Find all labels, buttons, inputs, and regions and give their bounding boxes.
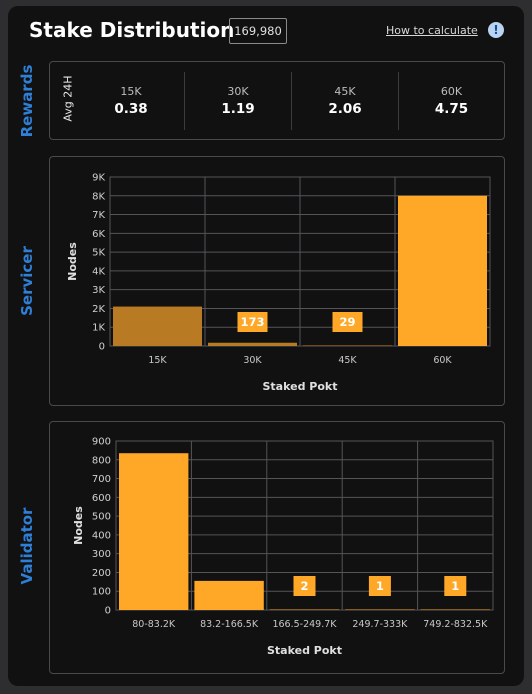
y-tick-label: 0 [99, 342, 105, 353]
y-tick-label: 8K [92, 191, 105, 202]
reward-item: 15K 0.38 [78, 72, 184, 130]
reward-item: 30K 1.19 [184, 72, 291, 130]
reward-tier: 60K [440, 85, 463, 98]
page-title: Stake Distribution [29, 18, 235, 42]
x-axis-title: Staked Pokt [267, 644, 342, 657]
section-label-servicer: Servicer [18, 246, 36, 316]
x-tick-label: 249.7-333K [352, 619, 408, 630]
bar[interactable] [194, 580, 264, 610]
reward-value: 1.19 [221, 101, 255, 117]
reward-value: 4.75 [434, 101, 469, 117]
x-tick-label: 83.2-166.5K [200, 619, 259, 630]
y-tick-label: 600 [92, 493, 111, 504]
servicer-chart: 0 1K 2K 3K 4K 5K 6K 7K 8K 9K 15K 30K 173 45K 29 60K Stak… [66, 173, 491, 393]
x-tick-label: 166.5-249.7K [272, 619, 337, 630]
y-tick-label: 500 [92, 512, 111, 523]
y-tick-label: 900 [92, 437, 111, 448]
y-tick-label: 2K [92, 304, 105, 315]
data-label: 1 [451, 579, 459, 593]
data-label-badge [444, 576, 467, 596]
reward-tier: 15K [120, 85, 142, 98]
x-tick-label: 15K [148, 355, 167, 366]
servicer-chart-panel: 0 1K 2K 3K 4K 5K 6K 7K 8K 9K 15K 30K 173 45K 29 60K Stak… [49, 156, 505, 406]
y-tick-label: 4K [92, 266, 105, 277]
y-tick-label: 200 [92, 568, 111, 579]
y-tick-label: 5K [92, 248, 105, 259]
bar[interactable] [345, 609, 415, 611]
bar[interactable] [119, 453, 189, 610]
x-tick-label: 749.2-832.5K [423, 619, 488, 630]
bar[interactable] [303, 345, 392, 346]
y-tick-label: 400 [92, 530, 111, 541]
reward-tier: 45K [334, 85, 356, 98]
reward-item: 60K 4.75 [398, 72, 504, 130]
stake-distribution-card: Stake Distribution 169,980 How to calcul… [8, 6, 524, 686]
x-tick-label: 45K [338, 355, 357, 366]
x-tick-label: 80-83.2K [132, 619, 176, 630]
bar[interactable] [208, 342, 297, 346]
y-tick-label: 1K [92, 323, 105, 334]
y-tick-label: 700 [92, 474, 111, 485]
reward-tier: 30K [227, 85, 249, 98]
data-label: 1 [376, 579, 384, 593]
validator-chart: 0 100 200 300 400 500 600 700 800 900 80-83.2K 83.2… [72, 437, 494, 657]
section-label-validator: Validator [18, 507, 36, 585]
data-label: 173 [240, 315, 264, 329]
y-tick-label: 6K [92, 229, 105, 240]
y-tick-label: 0 [105, 606, 111, 617]
data-label: 29 [339, 315, 355, 329]
y-axis-title: Nodes [66, 242, 79, 281]
x-tick-label: 30K [243, 355, 262, 366]
bar[interactable] [113, 306, 202, 346]
bar[interactable] [420, 609, 490, 611]
reward-item: 45K 2.06 [291, 72, 398, 130]
y-tick-label: 300 [92, 549, 111, 560]
total-stake-badge: 169,980 [229, 18, 287, 44]
y-tick-label: 9K [92, 173, 105, 184]
info-circle-icon[interactable]: ! [488, 22, 504, 38]
data-label-badge [368, 576, 391, 596]
y-tick-label: 3K [92, 285, 105, 296]
bar[interactable] [398, 195, 487, 346]
bar[interactable] [269, 609, 340, 611]
section-label-rewards: Rewards [18, 64, 36, 138]
data-label-badge [332, 312, 363, 332]
data-label-badge [293, 576, 316, 596]
avg-24h-label: Avg 24H [61, 75, 75, 122]
data-label-badge [237, 312, 268, 332]
how-to-calculate-link[interactable]: How to calculate [386, 24, 478, 37]
y-axis-title: Nodes [72, 506, 85, 545]
validator-chart-panel: 0 100 200 300 400 500 600 700 800 900 80-83.2K 83.2… [49, 421, 505, 674]
rewards-panel: Avg 24H 15K 0.38 30K 1.19 45K 2.06 60K 4… [49, 61, 505, 140]
y-tick-label: 800 [92, 455, 111, 466]
y-tick-label: 100 [92, 587, 111, 598]
x-axis-title: Staked Pokt [263, 380, 338, 393]
x-tick-label: 60K [433, 355, 452, 366]
reward-value: 0.38 [114, 101, 148, 117]
y-tick-label: 7K [92, 210, 105, 221]
reward-value: 2.06 [328, 101, 362, 117]
data-label: 2 [300, 579, 308, 593]
